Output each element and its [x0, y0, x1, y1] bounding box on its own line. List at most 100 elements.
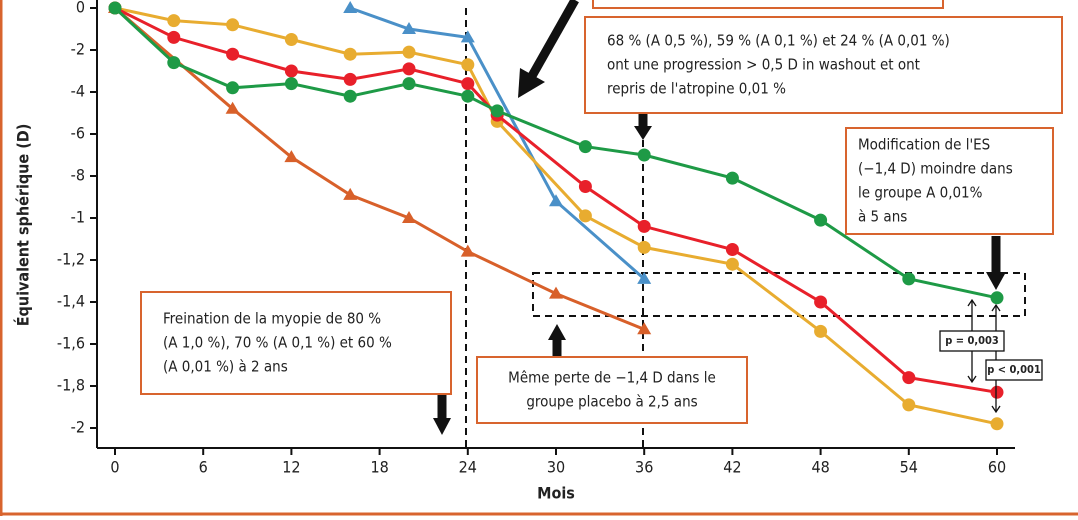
- note-text: (−1,4 D) moindre dans: [858, 160, 1013, 178]
- x-axis-label: Mois: [537, 484, 575, 503]
- point: [990, 385, 1004, 399]
- point: [725, 257, 739, 271]
- point: [226, 18, 240, 32]
- x-tick-label: 60: [988, 458, 1006, 477]
- point: [343, 187, 358, 200]
- note-box: [592, 0, 944, 9]
- p-value-box: [939, 330, 1005, 352]
- point: [490, 104, 504, 118]
- point: [578, 180, 592, 193]
- point: [725, 243, 739, 256]
- x-tick-label: 36: [635, 458, 653, 477]
- point: [226, 47, 240, 61]
- x-tick-label: 42: [723, 458, 741, 477]
- x-tick-label: 54: [900, 458, 918, 477]
- point: [990, 291, 1004, 305]
- note-text: (A 1,0 %), 70 % (A 0,1 %) et 60 %: [163, 334, 392, 352]
- point: [167, 30, 181, 44]
- y-tick-label: -2: [71, 418, 85, 437]
- point: [637, 219, 651, 233]
- note-text: Freination de la myopie de 80 %: [163, 310, 381, 328]
- x-tick-label: 48: [811, 458, 829, 477]
- point: [226, 81, 240, 95]
- note-box: [476, 356, 748, 424]
- y-tick-label: -1,6: [57, 334, 85, 353]
- point: [402, 77, 416, 91]
- arrow-head: [986, 272, 1006, 290]
- point: [343, 89, 357, 103]
- y-tick-label: -1,2: [57, 250, 85, 269]
- x-tick-label: 24: [459, 458, 477, 477]
- note-text: (A 0,01 %) à 2 ans: [163, 358, 288, 376]
- arrow-head: [518, 68, 545, 98]
- point: [637, 271, 652, 284]
- point: [460, 244, 475, 257]
- x-tick-label: 6: [199, 458, 208, 477]
- x-tick-label: 0: [110, 458, 119, 477]
- point: [902, 398, 916, 412]
- series-line: [114, 6, 998, 426]
- point: [902, 272, 916, 286]
- note-text: Même perte de −1,4 D dans le: [508, 369, 716, 387]
- note-text: ont une progression > 0,5 D in washout e…: [607, 56, 920, 74]
- series-line: [114, 6, 645, 331]
- point: [284, 150, 299, 163]
- p-value: p < 0,001: [987, 363, 1041, 376]
- p-value-box: [985, 359, 1043, 381]
- point: [990, 417, 1004, 431]
- x-tick-label: 18: [370, 458, 388, 477]
- point: [637, 240, 651, 254]
- point: [814, 295, 828, 309]
- point: [402, 45, 416, 59]
- point: [343, 1, 358, 13]
- note-box: [584, 16, 1063, 114]
- note-text: à 5 ans: [858, 208, 907, 226]
- point: [814, 324, 828, 338]
- y-axis-label: Équivalent sphérique (D): [14, 124, 33, 327]
- y-tick-label: -8: [71, 166, 85, 185]
- series-line: [114, 6, 998, 394]
- p-value: p = 0,003: [945, 334, 999, 347]
- point: [284, 64, 298, 78]
- point: [284, 77, 298, 91]
- note-text: 68 % (A 0,5 %), 59 % (A 0,1 %) et 24 % (…: [607, 32, 950, 50]
- y-tick-label: -4: [71, 82, 85, 101]
- point: [549, 286, 563, 299]
- note-text: Modification de l'ES: [858, 136, 990, 154]
- point: [108, 1, 122, 15]
- arrow: [528, 0, 579, 79]
- y-tick-label: -1: [71, 208, 85, 227]
- point: [549, 194, 563, 207]
- arrow-head: [433, 418, 451, 435]
- y-tick-label: -6: [71, 124, 85, 143]
- y-tick-label: -1,4: [57, 292, 85, 311]
- arrow-head: [634, 126, 652, 140]
- point: [637, 148, 651, 162]
- series-line: [113, 6, 998, 300]
- arrow-head: [548, 324, 566, 340]
- arrow: [991, 303, 1001, 414]
- point: [402, 62, 416, 76]
- y-tick-label: 0: [76, 0, 85, 17]
- point: [343, 47, 357, 61]
- point: [225, 101, 240, 114]
- note-text: groupe placebo à 2,5 ans: [526, 393, 697, 411]
- point: [637, 322, 652, 335]
- point: [167, 14, 181, 28]
- dashed-box: [532, 272, 1026, 317]
- point: [460, 30, 475, 43]
- point: [578, 209, 592, 223]
- point: [402, 22, 416, 34]
- note-text: repris de l'atropine 0,01 %: [607, 80, 786, 98]
- point: [725, 171, 739, 185]
- point: [284, 33, 298, 46]
- point: [343, 72, 357, 86]
- point: [578, 140, 592, 154]
- point: [461, 77, 475, 91]
- note-box: [845, 127, 1054, 235]
- x-tick-label: 30: [547, 458, 565, 477]
- note-box: [140, 291, 452, 395]
- point: [167, 56, 181, 70]
- y-tick-label: -2: [71, 40, 85, 59]
